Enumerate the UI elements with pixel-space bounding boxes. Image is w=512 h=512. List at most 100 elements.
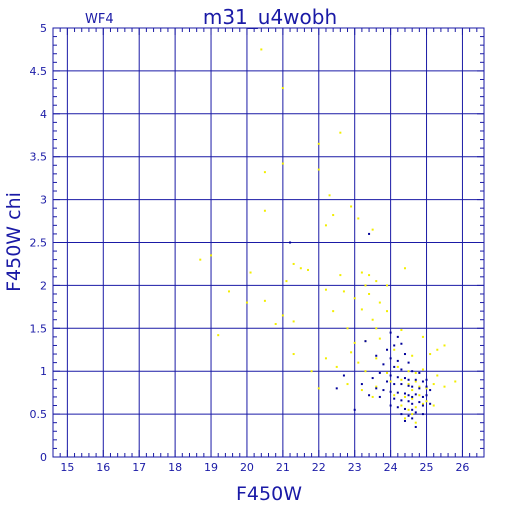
yellow-data-point — [393, 394, 396, 397]
blue-data-point — [364, 340, 367, 343]
x-tick-label: 21 — [276, 461, 290, 474]
blue-data-point — [425, 394, 428, 397]
blue-data-point — [400, 368, 403, 371]
blue-data-point — [389, 331, 392, 334]
blue-data-point — [403, 407, 406, 410]
yellow-data-point — [346, 383, 349, 386]
blue-data-point — [386, 380, 389, 383]
yellow-data-point — [403, 417, 406, 420]
yellow-data-point — [371, 318, 374, 321]
blue-data-point — [421, 404, 424, 407]
blue-data-point — [400, 342, 403, 345]
blue-data-point — [386, 348, 389, 351]
yellow-data-point — [263, 171, 266, 174]
x-tick-label: 26 — [455, 461, 469, 474]
y-tick-label: 0 — [40, 451, 47, 464]
blue-data-point — [393, 344, 396, 347]
yellow-data-point — [418, 385, 421, 388]
blue-data-point — [393, 365, 396, 368]
yellow-data-point — [339, 131, 342, 134]
yellow-data-point — [274, 323, 277, 326]
yellow-data-point — [375, 280, 378, 283]
x-tick-label: 23 — [348, 461, 362, 474]
yellow-data-point — [396, 365, 399, 368]
yellow-data-point — [317, 142, 320, 145]
yellow-data-point — [393, 348, 396, 351]
blue-data-point — [360, 383, 363, 386]
blue-data-point — [389, 390, 392, 393]
yellow-data-point — [332, 214, 335, 217]
yellow-data-point — [328, 194, 331, 197]
blue-data-point — [414, 425, 417, 428]
yellow-data-point — [400, 378, 403, 381]
yellow-data-point — [400, 404, 403, 407]
yellow-data-point — [245, 301, 248, 304]
yellow-data-point — [368, 274, 371, 277]
x-tick-label: 24 — [384, 461, 398, 474]
blue-data-point — [407, 414, 410, 417]
y-tick-label: 3.5 — [30, 151, 48, 164]
blue-data-point — [368, 394, 371, 397]
yellow-data-point — [436, 348, 439, 351]
blue-data-point — [342, 374, 345, 377]
y-axis-label: F450W chi — [3, 192, 25, 292]
blue-data-point — [353, 408, 356, 411]
blue-data-point — [411, 385, 414, 388]
blue-data-point — [403, 377, 406, 380]
y-tick-labels: 0 0.5 1 1.5 2 2.5 3 3.5 4 4.5 5 — [30, 22, 48, 464]
blue-data-point — [378, 371, 381, 374]
yellow-data-point — [350, 205, 353, 208]
blue-data-point — [414, 393, 417, 396]
yellow-data-point — [339, 274, 342, 277]
yellow-data-point — [360, 271, 363, 274]
yellow-data-point — [429, 353, 432, 356]
yellow-data-point — [411, 354, 414, 357]
blue-data-point — [396, 335, 399, 338]
yellow-data-point — [425, 400, 428, 403]
blue-data-point — [403, 419, 406, 422]
y-tick-label: 1.5 — [30, 322, 48, 335]
y-tick-label: 0.5 — [30, 408, 48, 421]
yellow-data-point — [368, 292, 371, 295]
grid-lines — [53, 27, 484, 458]
yellow-data-point — [342, 290, 345, 293]
yellow-data-point — [418, 394, 421, 397]
yellow-data-point — [414, 371, 417, 374]
blue-data-point — [421, 380, 424, 383]
yellow-data-point — [407, 408, 410, 411]
blue-data-point — [421, 413, 424, 416]
blue-data-point — [403, 353, 406, 356]
blue-data-point — [407, 361, 410, 364]
x-tick-label: 17 — [132, 461, 146, 474]
y-tick-label: 2.5 — [30, 237, 48, 250]
blue-data-point — [418, 387, 421, 390]
yellow-data-point — [386, 371, 389, 374]
yellow-data-point — [414, 380, 417, 383]
yellow-data-point — [357, 361, 360, 364]
yellow-data-point — [436, 374, 439, 377]
blue-data-point — [382, 389, 385, 392]
yellow-data-point — [414, 421, 417, 424]
yellow-data-point — [357, 217, 360, 220]
x-tick-label: 20 — [240, 461, 254, 474]
yellow-data-point — [414, 406, 417, 409]
yellow-data-point — [403, 395, 406, 398]
y-tick-label: 5 — [40, 22, 47, 35]
blue-data-point — [418, 371, 421, 374]
x-tick-label: 15 — [60, 461, 74, 474]
blue-data-point — [393, 397, 396, 400]
yellow-data-point — [425, 387, 428, 390]
yellow-data-point — [292, 262, 295, 265]
yellow-data-point — [375, 327, 378, 330]
yellow-data-point — [360, 389, 363, 392]
yellow-data-point — [324, 288, 327, 291]
data-points — [199, 48, 457, 428]
yellow-data-point — [292, 320, 295, 323]
blue-data-point — [429, 389, 432, 392]
blue-data-point — [393, 383, 396, 386]
yellow-data-point — [353, 341, 356, 344]
yellow-data-point — [411, 389, 414, 392]
yellow-data-point — [432, 383, 435, 386]
panel-label: WF4 — [85, 12, 114, 27]
